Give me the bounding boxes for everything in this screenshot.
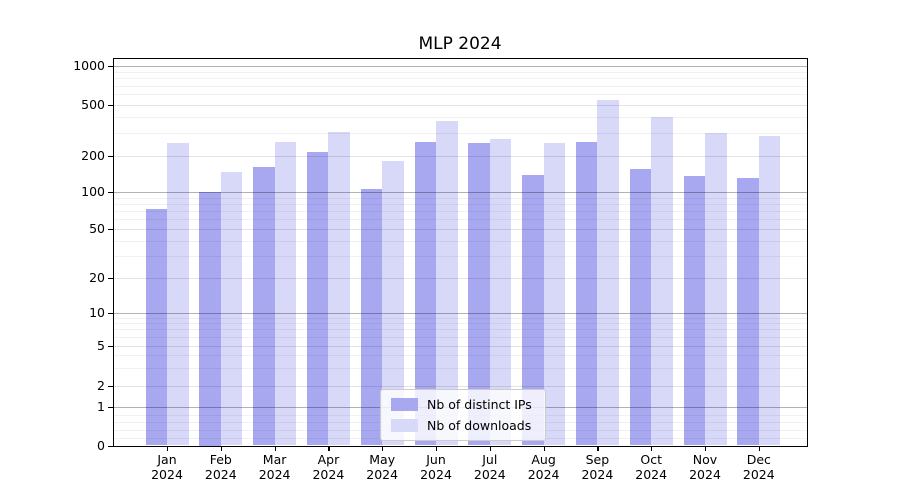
- bar-downloads: [758, 136, 781, 446]
- y-tick-mark: [108, 278, 113, 280]
- bar-distinct-ips: [199, 192, 221, 446]
- y-tick-mark: [108, 407, 113, 409]
- y-tick-label: 100: [81, 184, 105, 199]
- x-tick-year: 2024: [635, 467, 668, 482]
- bar-distinct-ips: [468, 143, 490, 446]
- y-tick-mark: [108, 312, 113, 314]
- x-tick-mark: [436, 446, 438, 451]
- legend: Nb of distinct IPs Nb of downloads: [380, 389, 546, 441]
- bar-downloads: [651, 117, 673, 446]
- x-tick-mark: [328, 446, 330, 451]
- x-tick-label: Dec 2024: [735, 452, 783, 483]
- axis-top-spine: [113, 58, 807, 60]
- bar-downloads: [220, 171, 243, 446]
- x-tick-label: Oct 2024: [627, 452, 675, 483]
- y-tick-label: 200: [81, 148, 105, 163]
- bar-distinct-ips: [737, 178, 759, 446]
- y-tick-label: 1: [97, 399, 105, 414]
- axis-left-spine: [113, 58, 115, 447]
- x-tick-mark: [489, 446, 491, 451]
- y-tick-mark: [108, 66, 113, 68]
- x-tick-year: 2024: [473, 467, 506, 482]
- axis-bottom-spine: [113, 445, 807, 447]
- bar-downloads: [167, 143, 189, 446]
- x-tick-label: Jun 2024: [412, 452, 460, 483]
- legend-item-distinct-ips: Nb of distinct IPs: [391, 396, 536, 413]
- x-tick-label: Nov 2024: [681, 452, 729, 483]
- x-tick-label: Apr 2024: [304, 452, 352, 483]
- y-tick-mark: [108, 156, 113, 158]
- x-tick-year: 2024: [366, 467, 399, 482]
- x-tick-year: 2024: [312, 467, 345, 482]
- x-tick-mark: [382, 446, 384, 451]
- bar-distinct-ips: [306, 151, 329, 446]
- x-tick-year: 2024: [420, 467, 452, 482]
- y-tick-label: 1000: [73, 58, 105, 73]
- x-tick-mark: [220, 446, 222, 451]
- y-tick-label: 5: [97, 337, 105, 353]
- y-tick-label: 50: [89, 221, 105, 236]
- bar-downloads: [489, 139, 512, 446]
- x-tick-mark: [543, 446, 545, 451]
- bar-distinct-ips: [360, 188, 383, 446]
- x-tick-mark: [758, 446, 760, 451]
- y-tick-label: 10: [89, 304, 105, 320]
- y-tick-mark: [108, 229, 113, 231]
- legend-item-downloads: Nb of downloads: [391, 417, 536, 434]
- x-tick-year: 2024: [581, 467, 614, 482]
- bar-distinct-ips: [522, 174, 544, 446]
- bar-distinct-ips: [414, 142, 436, 446]
- bar-downloads: [705, 133, 727, 446]
- bar-distinct-ips: [575, 142, 598, 446]
- bar-downloads: [328, 132, 350, 446]
- x-tick-year: 2024: [151, 467, 183, 482]
- x-tick-label: Sep 2024: [573, 452, 621, 483]
- x-tick-label: Aug 2024: [520, 452, 568, 483]
- y-tick-mark: [108, 192, 113, 194]
- x-tick-mark: [167, 446, 169, 451]
- legend-swatch: [391, 398, 418, 411]
- y-tick-mark: [108, 104, 113, 106]
- x-tick-label: Jul 2024: [466, 452, 514, 483]
- y-tick-label: 0: [97, 437, 105, 453]
- x-tick-year: 2024: [258, 467, 291, 482]
- x-tick-label: May 2024: [358, 452, 406, 483]
- y-tick-label: 20: [89, 270, 105, 285]
- bar-downloads: [436, 120, 458, 446]
- y-tick-label: 500: [81, 96, 105, 112]
- y-tick-label: 2: [97, 377, 105, 393]
- chart-title: MLP 2024: [418, 34, 502, 54]
- x-tick-mark: [651, 446, 653, 451]
- bar-downloads: [543, 143, 566, 446]
- x-tick-mark: [705, 446, 707, 451]
- x-tick-label: Feb 2024: [197, 452, 245, 483]
- y-tick-mark: [108, 385, 113, 387]
- x-tick-year: 2024: [204, 467, 237, 482]
- legend-label: Nb of distinct IPs: [427, 397, 532, 412]
- x-tick-mark: [597, 446, 599, 451]
- bar-distinct-ips: [145, 208, 167, 446]
- x-tick-label: Jan 2024: [143, 452, 191, 483]
- x-tick-mark: [274, 446, 276, 451]
- x-tick-year: 2024: [742, 467, 775, 482]
- bar-distinct-ips: [253, 166, 275, 446]
- y-tick-mark: [108, 345, 113, 347]
- x-tick-year: 2024: [689, 467, 721, 482]
- x-tick-label: Mar 2024: [251, 452, 299, 483]
- x-tick-year: 2024: [527, 467, 560, 482]
- bar-downloads: [382, 161, 404, 446]
- bar-distinct-ips: [629, 169, 652, 446]
- legend-label: Nb of downloads: [427, 418, 532, 433]
- y-tick-mark: [108, 445, 113, 447]
- legend-swatch: [391, 419, 418, 432]
- bar-distinct-ips: [683, 176, 705, 446]
- bar-downloads: [274, 142, 297, 446]
- axis-right-spine: [806, 58, 808, 447]
- bar-downloads: [597, 100, 619, 446]
